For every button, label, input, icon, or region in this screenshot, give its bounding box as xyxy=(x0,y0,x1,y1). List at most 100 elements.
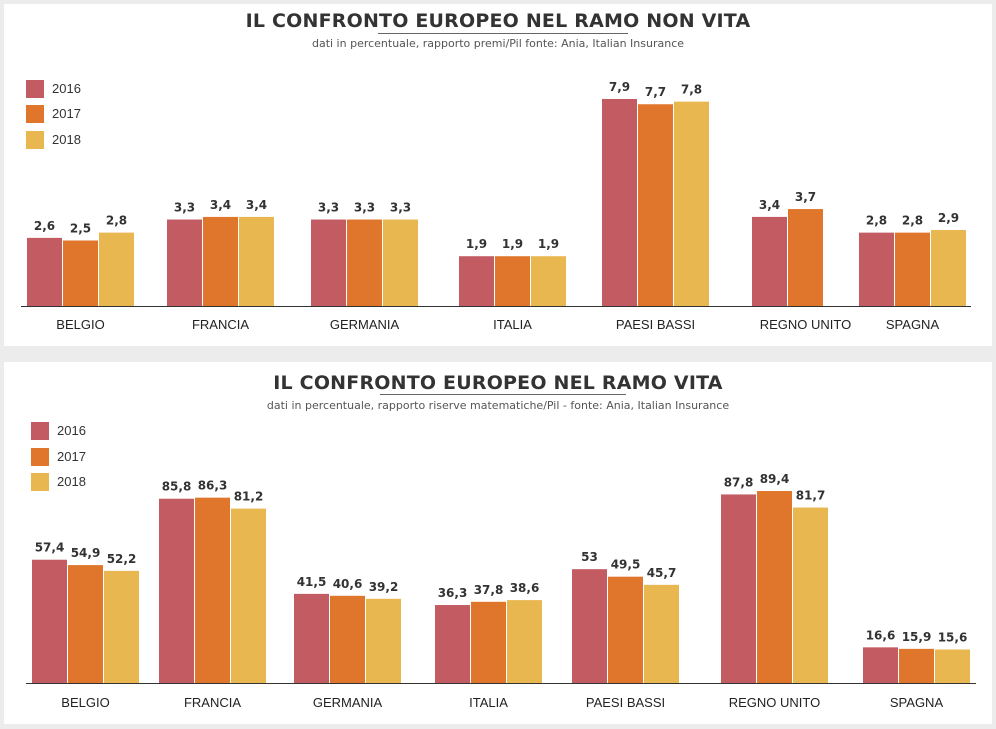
non-life-chart-panel: IL CONFRONTO EUROPEO NEL RAMO NON VITA d… xyxy=(4,4,992,346)
bar-spagna-2018 xyxy=(931,230,966,306)
bar-germania-2016 xyxy=(311,219,346,306)
data-label-spagna-2016: 2,8 xyxy=(866,214,887,228)
data-label-paesi-bassi-2018: 7,8 xyxy=(681,83,702,97)
data-label-regno-unito-2017: 89,4 xyxy=(760,472,790,486)
bar-francia-2018 xyxy=(231,508,266,683)
legend-label-2016: 2016 xyxy=(57,423,86,438)
category-label-paesi-bassi: PAESI BASSI xyxy=(616,317,695,332)
data-label-spagna-2017: 2,8 xyxy=(902,214,923,228)
data-label-italia-2018: 1,9 xyxy=(538,237,559,251)
legend-label-2017: 2017 xyxy=(57,449,86,464)
bar-regno-unito-2018 xyxy=(793,507,828,683)
life-chart-panel: IL CONFRONTO EUROPEO NEL RAMO VITA dati … xyxy=(4,362,992,724)
legend-swatch-2018 xyxy=(31,473,49,491)
category-label-italia: ITALIA xyxy=(493,317,532,332)
data-label-spagna-2018: 15,6 xyxy=(938,630,968,644)
category-label-belgio: BELGIO xyxy=(61,695,109,710)
data-label-spagna-2016: 16,6 xyxy=(866,628,896,642)
bar-italia-2017 xyxy=(471,601,506,683)
bar-paesi-bassi-2017 xyxy=(608,576,643,683)
category-label-germania: GERMANIA xyxy=(313,695,383,710)
category-label-italia: ITALIA xyxy=(469,695,508,710)
data-label-belgio-2017: 54,9 xyxy=(71,546,101,560)
data-label-belgio-2017: 2,5 xyxy=(70,221,91,235)
title-underline xyxy=(380,394,626,395)
data-label-spagna-2017: 15,9 xyxy=(902,630,932,644)
data-label-francia-2017: 3,4 xyxy=(210,198,231,212)
data-label-paesi-bassi-2016: 7,9 xyxy=(609,80,630,94)
bar-germania-2018 xyxy=(366,598,401,683)
category-label-regno-unito: REGNO UNITO xyxy=(729,695,821,710)
chart-title: IL CONFRONTO EUROPEO NEL RAMO NON VITA xyxy=(245,10,751,32)
data-label-francia-2016: 85,8 xyxy=(162,480,192,494)
bar-spagna-2018 xyxy=(935,649,970,683)
data-label-italia-2018: 38,6 xyxy=(510,581,540,595)
bar-regno-unito-2017 xyxy=(788,209,823,306)
data-label-regno-unito-2016: 87,8 xyxy=(724,475,754,489)
bar-paesi-bassi-2018 xyxy=(644,584,679,683)
bar-belgio-2018 xyxy=(99,232,134,306)
data-label-germania-2016: 41,5 xyxy=(297,575,327,589)
data-label-belgio-2018: 2,8 xyxy=(106,214,127,228)
legend-label-2016: 2016 xyxy=(52,81,81,96)
bar-regno-unito-2016 xyxy=(752,216,787,306)
legend-swatch-2017 xyxy=(26,105,44,123)
chart-subtitle: dati in percentuale, rapporto premi/Pil … xyxy=(311,37,685,50)
legend-swatch-2018 xyxy=(26,131,44,149)
data-label-germania-2017: 40,6 xyxy=(333,577,363,591)
legend-label-2018: 2018 xyxy=(52,132,81,147)
bar-paesi-bassi-2017 xyxy=(638,104,673,306)
legend-swatch-2016 xyxy=(31,422,49,440)
bar-belgio-2017 xyxy=(68,565,103,683)
category-label-belgio: BELGIO xyxy=(56,317,104,332)
bar-paesi-bassi-2016 xyxy=(602,99,637,306)
chart-title: IL CONFRONTO EUROPEO NEL RAMO VITA xyxy=(273,372,723,394)
bar-regno-unito-2016 xyxy=(721,494,756,683)
data-label-francia-2017: 86,3 xyxy=(198,479,228,493)
bar-francia-2017 xyxy=(203,216,238,306)
bar-italia-2017 xyxy=(495,256,530,306)
legend-swatch-2017 xyxy=(31,448,49,466)
data-label-italia-2016: 1,9 xyxy=(466,237,487,251)
data-label-italia-2017: 37,8 xyxy=(474,583,504,597)
legend-label-2018: 2018 xyxy=(57,474,86,489)
category-label-spagna: SPAGNA xyxy=(886,317,940,332)
data-label-germania-2018: 39,2 xyxy=(369,580,399,594)
bar-francia-2018 xyxy=(239,216,274,306)
non-life-bar-chart: 2,6 2,5 2,8 BELGIO 3,3 3,4 3,4 FRANCIA 3,3 3,3 3,3… xyxy=(21,80,971,332)
bar-francia-2017 xyxy=(195,497,230,683)
data-label-germania-2016: 3,3 xyxy=(318,201,339,215)
category-label-regno-unito: REGNO UNITO xyxy=(760,317,852,332)
category-label-paesi-bassi: PAESI BASSI xyxy=(586,695,665,710)
data-label-francia-2018: 3,4 xyxy=(246,198,267,212)
bar-paesi-bassi-2016 xyxy=(572,569,607,683)
bar-germania-2017 xyxy=(347,219,382,306)
data-label-germania-2017: 3,3 xyxy=(354,201,375,215)
bar-belgio-2017 xyxy=(63,240,98,306)
data-label-regno-unito-2016: 3,4 xyxy=(759,198,780,212)
bar-italia-2018 xyxy=(531,256,566,306)
data-label-spagna-2018: 2,9 xyxy=(938,211,959,225)
bar-germania-2016 xyxy=(294,593,329,683)
life-bar-chart: 57,4 54,9 52,2 BELGIO 85,8 86,3 81,2 FRANCIA 41,… xyxy=(26,472,976,710)
data-label-paesi-bassi-2017: 49,5 xyxy=(611,558,641,572)
bar-germania-2017 xyxy=(330,595,365,683)
bar-belgio-2016 xyxy=(27,237,62,306)
data-label-paesi-bassi-2018: 45,7 xyxy=(647,566,677,580)
data-label-belgio-2016: 2,6 xyxy=(34,219,55,233)
bar-italia-2016 xyxy=(435,605,470,683)
category-label-germania: GERMANIA xyxy=(330,317,400,332)
bar-paesi-bassi-2018 xyxy=(674,101,709,306)
bar-francia-2016 xyxy=(167,219,202,306)
data-label-belgio-2018: 52,2 xyxy=(107,552,137,566)
data-label-germania-2018: 3,3 xyxy=(390,201,411,215)
bar-francia-2016 xyxy=(159,498,194,683)
data-label-francia-2016: 3,3 xyxy=(174,201,195,215)
category-label-francia: FRANCIA xyxy=(192,317,249,332)
bar-belgio-2018 xyxy=(104,570,139,683)
data-label-paesi-bassi-2017: 7,7 xyxy=(645,85,666,99)
data-label-regno-unito-2017: 3,7 xyxy=(795,190,816,204)
bar-spagna-2016 xyxy=(863,647,898,683)
bar-italia-2018 xyxy=(507,600,542,683)
chart-subtitle: dati in percentuale, rapporto riserve ma… xyxy=(266,399,730,412)
